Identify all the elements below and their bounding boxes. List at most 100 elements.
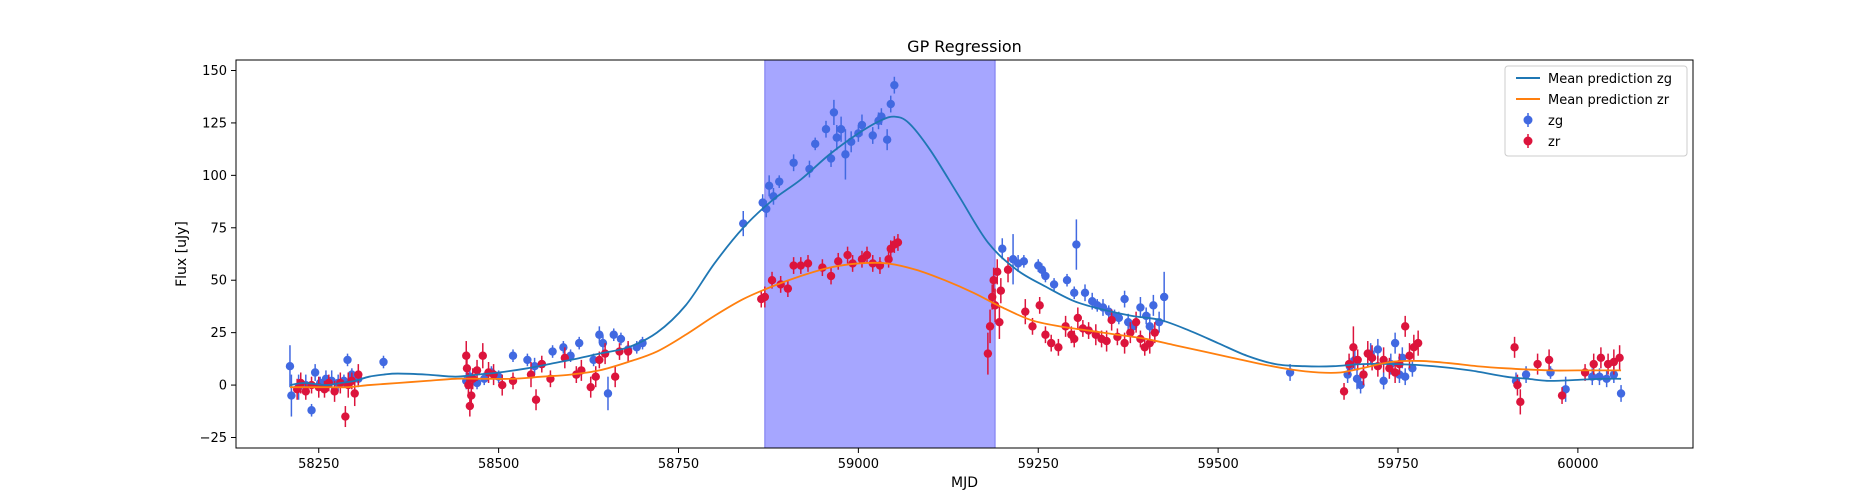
- marker-zr: [1367, 353, 1377, 363]
- data-point-zg: [595, 326, 604, 344]
- marker-zg: [1041, 271, 1050, 281]
- data-point-zr: [893, 234, 903, 251]
- y-tick-label: 25: [210, 326, 227, 341]
- data-point-zg: [829, 99, 839, 126]
- data-point-zr: [983, 332, 993, 375]
- data-point-zr: [1516, 389, 1525, 415]
- marker-zg: [826, 154, 836, 163]
- marker-zr: [462, 364, 472, 373]
- data-point-zg: [821, 120, 831, 138]
- marker-zr: [893, 238, 903, 247]
- marker-zr: [834, 257, 843, 266]
- data-point-zg: [1408, 359, 1417, 377]
- data-point-zr: [995, 305, 1004, 339]
- marker-zg: [821, 125, 831, 134]
- x-tick-label: 58250: [298, 457, 339, 472]
- marker-zr: [330, 387, 339, 396]
- marker-zr: [1131, 317, 1141, 327]
- marker-zg: [508, 351, 518, 360]
- marker-zg: [1114, 313, 1124, 323]
- data-point-zr: [783, 280, 793, 297]
- marker-zr: [301, 387, 310, 396]
- marker-zr: [1596, 353, 1606, 363]
- legend-box: [1504, 65, 1688, 157]
- marker-zg: [609, 330, 618, 339]
- data-point-zr: [1150, 322, 1160, 344]
- data-point-zr: [1054, 338, 1063, 356]
- marker-zg: [1398, 353, 1407, 363]
- marker-zr: [1041, 330, 1050, 339]
- marker-zr: [465, 401, 475, 411]
- data-point-zr: [862, 246, 872, 264]
- data-point-zr: [610, 366, 620, 388]
- marker-zr: [1359, 370, 1368, 379]
- data-point-zg: [1072, 219, 1081, 270]
- marker-zg: [343, 355, 352, 365]
- data-point-zg: [609, 328, 618, 342]
- marker-zr: [341, 412, 350, 421]
- data-point-zg: [575, 336, 584, 350]
- legend-label-mean-zg: Mean prediction zg: [1548, 72, 1672, 87]
- marker-zr: [996, 286, 1006, 295]
- marker-zg: [789, 158, 798, 167]
- data-point-zg: [832, 125, 841, 151]
- data-point-zr: [472, 359, 482, 381]
- data-point-zr: [1073, 307, 1083, 329]
- marker-zg: [523, 355, 532, 365]
- marker-zr: [1107, 315, 1116, 325]
- data-point-zr: [467, 385, 476, 407]
- mean-line-zr: [289, 261, 1622, 389]
- marker-zg: [1070, 288, 1079, 297]
- marker-zr: [1405, 351, 1414, 360]
- data-point-zg: [1356, 376, 1365, 394]
- data-point-zr: [1510, 336, 1519, 358]
- marker-zr: [789, 261, 798, 270]
- marker-zr: [1533, 359, 1542, 369]
- series-zr: [292, 234, 1624, 428]
- x-tick-label: 59250: [1018, 457, 1059, 472]
- marker-zg: [1145, 322, 1154, 331]
- marker-zr: [993, 267, 1002, 277]
- marker-zr: [586, 382, 595, 392]
- marker-zr: [760, 292, 770, 302]
- marker-zg: [882, 135, 892, 144]
- marker-zg: [1561, 385, 1570, 394]
- marker-zr: [1073, 313, 1083, 323]
- marker-zg: [1062, 276, 1072, 285]
- data-point-zg: [1390, 332, 1400, 354]
- x-tick-label: 58750: [658, 457, 699, 472]
- data-points-layer: [285, 76, 1626, 428]
- legend-label-zr: zr: [1548, 135, 1561, 150]
- data-point-zg: [836, 116, 846, 142]
- marker-zr: [1615, 353, 1624, 363]
- marker-zg: [559, 343, 568, 352]
- marker-zg: [1072, 240, 1081, 249]
- data-point-zg: [1616, 385, 1626, 402]
- data-point-zr: [993, 259, 1002, 285]
- data-point-zr: [350, 380, 359, 407]
- marker-zg: [857, 120, 867, 130]
- marker-zg: [1120, 294, 1129, 304]
- marker-zr: [767, 276, 777, 285]
- marker-zr: [1400, 322, 1410, 331]
- marker-zg: [1379, 376, 1388, 386]
- data-point-zg: [1120, 290, 1129, 308]
- marker-zr: [1035, 301, 1044, 310]
- y-axis-label: Flux [uJy]: [174, 221, 190, 287]
- data-point-zr: [1041, 326, 1050, 344]
- data-point-zg: [1019, 255, 1029, 268]
- data-point-zr: [623, 341, 633, 363]
- marker-zg: [575, 338, 584, 348]
- data-point-zr: [341, 406, 350, 428]
- marker-zr: [796, 261, 806, 270]
- x-tick-label: 58500: [478, 457, 519, 472]
- data-point-zg: [1080, 284, 1090, 302]
- marker-zr: [1070, 334, 1079, 344]
- data-point-zg: [1070, 286, 1079, 300]
- data-point-zr: [985, 309, 995, 344]
- data-point-zr: [1390, 362, 1400, 383]
- data-point-zg: [868, 127, 877, 144]
- data-point-zr: [834, 252, 843, 270]
- marker-zg: [1149, 301, 1158, 310]
